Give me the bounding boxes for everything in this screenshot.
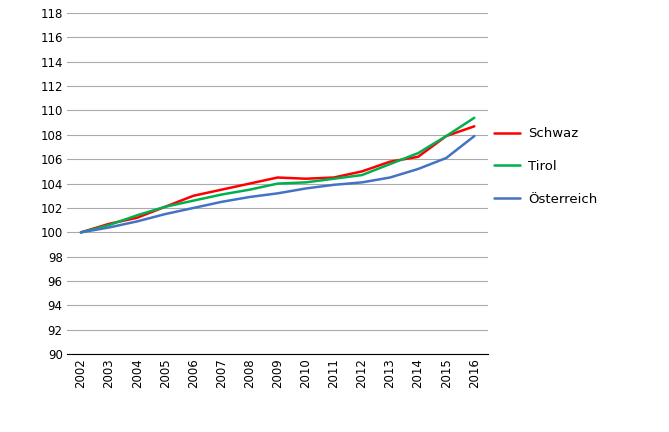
Tirol [414,150,422,156]
Line: Österreich: Österreich [81,136,474,232]
Tirol [442,133,450,139]
Österreich [189,205,197,210]
Schwaz [358,169,366,174]
Schwaz [133,215,141,220]
Schwaz [77,230,85,235]
Tirol [358,172,366,178]
Legend: Schwaz, Tirol, Österreich: Schwaz, Tirol, Österreich [488,122,603,211]
Österreich [246,194,254,200]
Schwaz [246,181,254,186]
Tirol [470,115,478,121]
Tirol [246,187,254,192]
Tirol [217,192,225,197]
Österreich [330,182,338,187]
Schwaz [330,175,338,180]
Österreich [161,212,169,217]
Tirol [302,180,310,185]
Schwaz [161,204,169,210]
Österreich [302,186,310,191]
Line: Tirol: Tirol [81,118,474,232]
Schwaz [442,133,450,139]
Schwaz [105,221,113,226]
Österreich [105,225,113,230]
Österreich [386,175,394,180]
Tirol [133,213,141,218]
Schwaz [189,193,197,198]
Tirol [161,204,169,210]
Schwaz [386,159,394,164]
Schwaz [470,124,478,129]
Tirol [330,176,338,181]
Tirol [77,230,85,235]
Schwaz [414,154,422,159]
Österreich [442,156,450,161]
Österreich [217,199,225,204]
Tirol [274,181,282,186]
Schwaz [274,175,282,180]
Schwaz [302,176,310,181]
Österreich [414,166,422,172]
Tirol [189,198,197,203]
Österreich [470,133,478,139]
Österreich [358,180,366,185]
Österreich [133,219,141,224]
Tirol [386,162,394,167]
Österreich [274,191,282,196]
Österreich [77,230,85,235]
Schwaz [217,187,225,192]
Tirol [105,222,113,228]
Line: Schwaz: Schwaz [81,126,474,232]
